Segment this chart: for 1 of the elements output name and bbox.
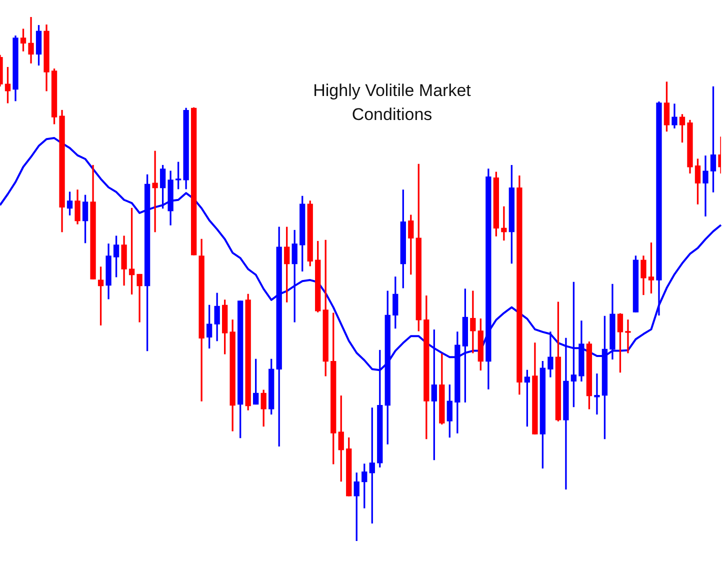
annotation: Highly Volitile Market Conditions [312, 80, 472, 126]
